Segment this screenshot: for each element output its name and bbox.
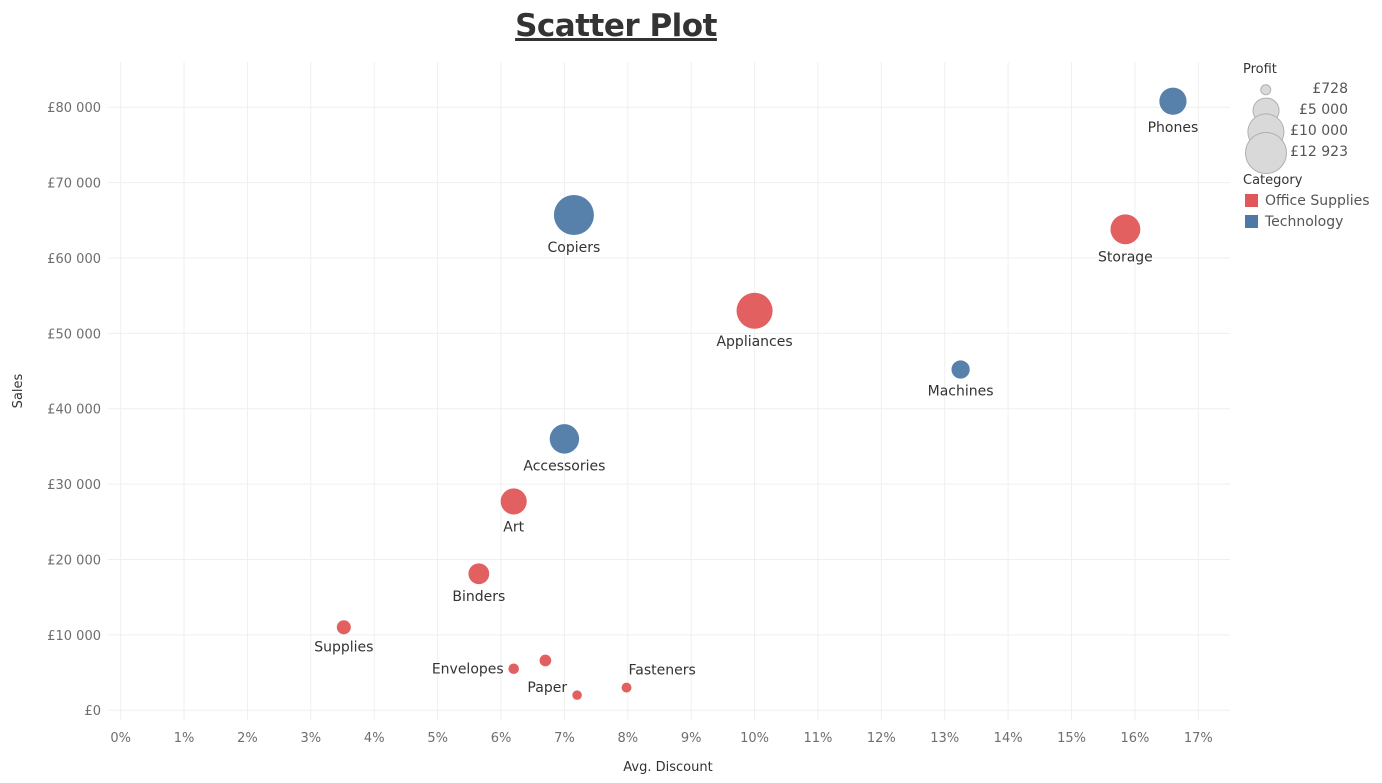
machines-label: Machines <box>928 384 994 400</box>
chart-title: Scatter Plot <box>515 8 717 44</box>
x-tick-label: 3% <box>301 731 322 746</box>
paper-point[interactable] <box>572 690 582 700</box>
category-legend-title: Category <box>1243 173 1303 188</box>
art-point[interactable] <box>500 488 527 515</box>
envelopes-label: Envelopes <box>432 662 504 678</box>
binders-point[interactable] <box>468 563 490 585</box>
y-tick-label: £30 000 <box>47 478 101 493</box>
x-tick-label: 15% <box>1057 731 1086 746</box>
accessories-label: Accessories <box>523 459 605 475</box>
x-tick-label: 10% <box>740 731 769 746</box>
profit-legend-title: Profit <box>1243 62 1277 77</box>
profit-size-symbol <box>1245 131 1287 174</box>
data-points <box>336 87 1187 700</box>
axes: 0% 1% 2% 3% 4% 5% 6% 7% 8% 9% 10% 11% 12% 13% 14% 15% 16… <box>11 101 1213 775</box>
art-label: Art <box>503 519 524 535</box>
x-tick-label: 17% <box>1184 731 1213 746</box>
profit-size-label: £728 <box>1312 81 1348 97</box>
accessories-point[interactable] <box>549 424 580 454</box>
x-tick-label: 8% <box>617 731 638 746</box>
storage-point[interactable] <box>1110 214 1141 245</box>
unlabeled-point[interactable] <box>539 654 552 667</box>
y-tick-label: £10 000 <box>47 629 101 644</box>
category-swatch <box>1245 194 1258 207</box>
category-label: Technology <box>1265 213 1344 230</box>
copiers-point[interactable] <box>553 195 594 236</box>
y-tick-label: £50 000 <box>47 327 101 342</box>
x-tick-label: 16% <box>1120 731 1149 746</box>
x-tick-label: 5% <box>427 731 448 746</box>
x-tick-label: 13% <box>930 731 959 746</box>
x-tick-label: 0% <box>110 731 131 746</box>
paper-label: Paper <box>527 680 567 696</box>
y-tick-label: £20 000 <box>47 553 101 568</box>
supplies-label: Supplies <box>314 639 373 655</box>
envelopes-point[interactable] <box>508 663 519 675</box>
profit-size-label: £12 923 <box>1290 144 1348 160</box>
category-label: Office Supplies <box>1265 192 1370 209</box>
profit-size-legend: £728 £5 000 £10 000 £12 923 <box>1243 79 1378 174</box>
y-tick-label: £60 000 <box>47 252 101 267</box>
appliances-point[interactable] <box>736 292 773 329</box>
x-tick-label: 2% <box>237 731 258 746</box>
y-tick-label: £40 000 <box>47 403 101 418</box>
profit-size-label: £10 000 <box>1290 123 1348 139</box>
y-tick-label: £0 <box>84 704 101 719</box>
scatter-chart: 0% 1% 2% 3% 4% 5% 6% 7% 8% 9% 10% 11% 12% 13% 14% 15% 16… <box>11 62 1230 775</box>
x-tick-label: 6% <box>491 731 512 746</box>
y-tick-label: £70 000 <box>47 177 101 192</box>
y-tick-label: £80 000 <box>47 101 101 116</box>
phones-label: Phones <box>1148 120 1199 136</box>
x-tick-label: 4% <box>364 731 385 746</box>
category-legend: Office Supplies Technology <box>1243 190 1378 232</box>
x-tick-label: 11% <box>804 731 833 746</box>
y-axis-title: Sales <box>11 373 26 408</box>
x-axis-title: Avg. Discount <box>623 760 712 775</box>
x-tick-label: 14% <box>994 731 1023 746</box>
grid-lines <box>108 62 1230 720</box>
phones-point[interactable] <box>1159 87 1187 115</box>
storage-label: Storage <box>1098 249 1153 265</box>
category-swatch <box>1245 215 1258 228</box>
fasteners-point[interactable] <box>621 682 632 693</box>
profit-size-symbol <box>1260 83 1272 96</box>
category-legend-item[interactable]: Technology <box>1243 211 1378 232</box>
appliances-label: Appliances <box>716 334 792 350</box>
profit-size-legend-item: £12 923 <box>1243 131 1378 174</box>
profit-size-label: £5 000 <box>1299 102 1348 118</box>
machines-point[interactable] <box>951 360 970 379</box>
legend: Profit £728 £5 000 £10 000 £12 923 Category… <box>1243 62 1378 232</box>
binders-label: Binders <box>452 589 505 605</box>
profit-size-legend-item: £5 000 <box>1243 97 1378 124</box>
x-tick-label: 12% <box>867 731 896 746</box>
x-tick-label: 1% <box>174 731 195 746</box>
copiers-label: Copiers <box>548 240 601 256</box>
fasteners-label: Fasteners <box>629 663 696 679</box>
x-tick-label: 9% <box>681 731 702 746</box>
supplies-point[interactable] <box>336 620 351 635</box>
x-tick-label: 7% <box>554 731 575 746</box>
point-labels: Copiers Appliances Storage Accessories Phone… <box>314 120 1198 696</box>
category-legend-item[interactable]: Office Supplies <box>1243 190 1378 211</box>
profit-size-legend-item: £728 <box>1243 79 1378 100</box>
